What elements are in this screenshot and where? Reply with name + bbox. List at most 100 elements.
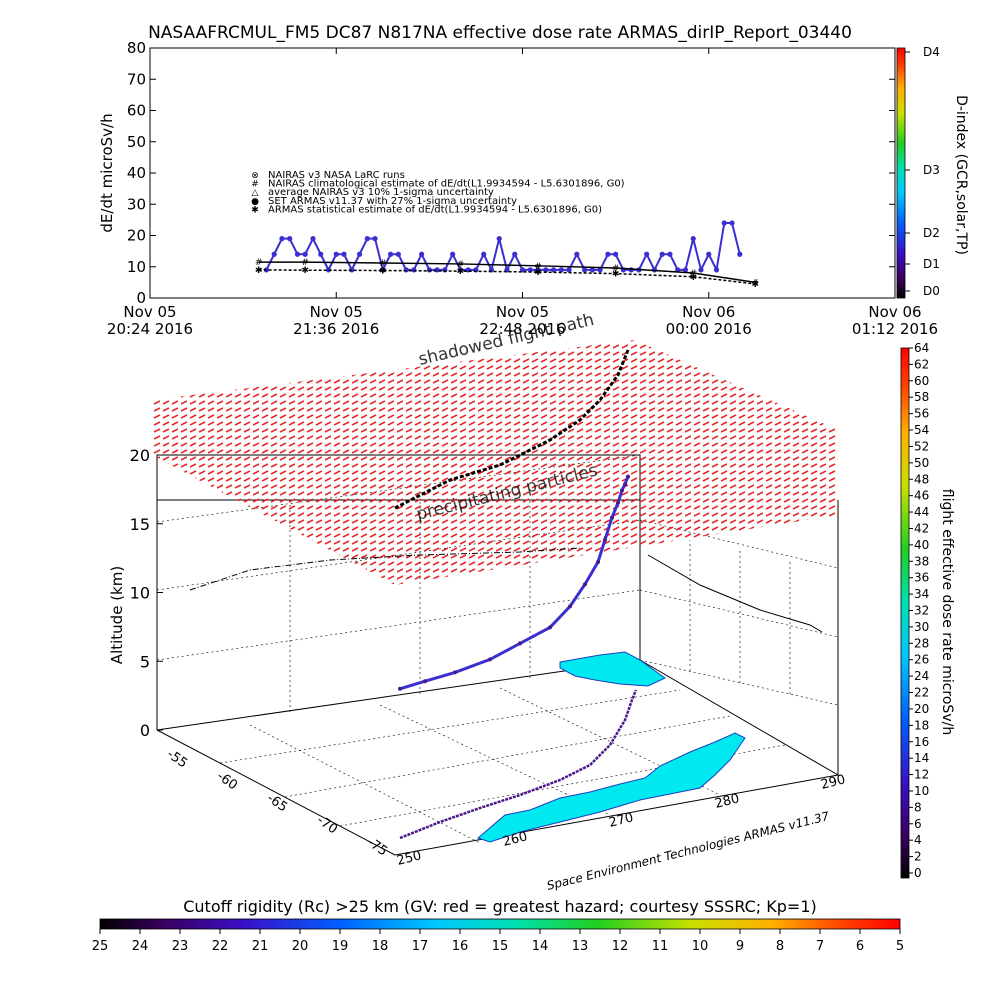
data-point xyxy=(395,251,401,257)
dose-rate-tick-label: 52 xyxy=(914,439,929,453)
data-point xyxy=(721,220,727,226)
dose-rate-tick-label: 22 xyxy=(914,686,929,700)
data-point: ✱ xyxy=(689,273,697,283)
y-tick-label: 60 xyxy=(127,102,146,120)
data-point xyxy=(349,267,355,273)
cutoff-rigidity-tick-label: 22 xyxy=(212,939,229,954)
timeseries-series: # # # # # # ##✱ ✱ ✱ ✱ ✱ ✱ ✱✱ xyxy=(255,220,759,290)
data-point xyxy=(279,236,285,242)
y-tick-label: 10 xyxy=(127,258,146,276)
cutoff-rigidity-tick-label: 8 xyxy=(776,939,784,954)
data-point: # xyxy=(534,262,542,272)
legend-label: NAIRAS v3 NASA LaRC runs xyxy=(268,170,405,181)
3d-grid-line xyxy=(249,724,481,844)
cutoff-rigidity-bar: Cutoff rigidity (Rc) >25 km (GV: red = g… xyxy=(92,897,904,954)
legend-label: NAIRAS climatological estimate of dE/dt(… xyxy=(268,179,625,190)
d-index-ticks: D0 D1 D2 D3 D4 xyxy=(905,45,940,298)
landmass-coast xyxy=(477,732,746,843)
cutoff-rigidity-tick-label: 25 xyxy=(92,939,109,954)
data-point xyxy=(644,251,650,257)
longitude-tick-label: 280 xyxy=(713,791,741,812)
data-point: # xyxy=(379,259,387,269)
d-index-tick-label: D3 xyxy=(923,163,940,177)
dose-rate-tick-label: 36 xyxy=(914,571,929,585)
dose-rate-tick-label: 30 xyxy=(914,620,929,634)
flight-path-point xyxy=(626,474,630,479)
flight-path-point xyxy=(620,488,624,493)
data-point: ✱ xyxy=(534,268,542,278)
d-index-colorbar xyxy=(896,47,906,299)
data-point xyxy=(574,251,580,257)
dose-rate-tick-label: 18 xyxy=(914,718,929,732)
figure-title: NASAAFRCMUL_FM5 DC87 N817NA effective do… xyxy=(148,23,852,43)
y-tick-label: 50 xyxy=(127,133,146,151)
series-line xyxy=(265,222,741,274)
altitude-label: Altitude (km) xyxy=(108,566,126,664)
cutoff-rigidity-tick-label: 14 xyxy=(532,939,549,954)
cutoff-rigidity-tick-label: 19 xyxy=(332,939,349,954)
flight-path-point xyxy=(423,679,427,684)
altitude-tick-label: 0 xyxy=(140,721,150,740)
d-index-label: D-index (GCR,solar,TP) xyxy=(953,95,969,255)
timeseries-ylabel: dE/dt microSv/h xyxy=(98,113,116,232)
dose-rate-tick-label: 14 xyxy=(914,751,929,765)
cutoff-rigidity-tick-label: 9 xyxy=(736,939,744,954)
data-point xyxy=(543,267,549,273)
longitude-tick-label: 250 xyxy=(395,848,423,869)
dose-rate-tick-label: 40 xyxy=(914,538,929,552)
dose-rate-tick-label: 10 xyxy=(914,784,929,798)
data-point: # xyxy=(301,258,309,268)
data-point xyxy=(372,236,378,242)
flight-path xyxy=(398,474,638,840)
flight-path-point xyxy=(610,515,614,520)
y-tick-label: 40 xyxy=(127,164,146,182)
flight-path-point xyxy=(568,604,572,609)
data-point xyxy=(426,267,432,273)
data-point xyxy=(512,251,518,257)
dose-rate-label: flight effective dose rate microSv/h xyxy=(939,489,955,735)
3d-floor-outline xyxy=(156,659,840,856)
x-tick-label: 22:48 2016 xyxy=(479,320,565,338)
data-point xyxy=(411,267,417,273)
cutoff-rigidity-tick-label: 17 xyxy=(412,939,429,954)
flight-path-point xyxy=(488,657,492,662)
data-point xyxy=(628,267,634,273)
y-tick-label: 0 xyxy=(136,289,146,307)
flight-path-point xyxy=(583,582,587,587)
data-point xyxy=(318,251,324,257)
3d-grid-line xyxy=(499,687,721,796)
3d-floor-back-edge xyxy=(156,659,641,731)
data-point xyxy=(419,251,425,257)
data-point: ✱ xyxy=(457,267,465,277)
dose-rate-tick-label: 50 xyxy=(914,456,929,470)
data-point: ✱ xyxy=(612,270,620,280)
latitude-tick-label: -70 xyxy=(314,813,340,837)
data-point xyxy=(271,251,277,257)
cutoff-rigidity-tick-label: 18 xyxy=(372,939,389,954)
cutoff-rigidity-tick-label: 21 xyxy=(252,939,269,954)
dose-rate-tick-label: 8 xyxy=(914,800,922,814)
data-point xyxy=(690,236,696,242)
cutoff-rigidity-tick-label: 5 xyxy=(896,939,904,954)
flight-path-point xyxy=(603,537,607,542)
data-point xyxy=(698,267,704,273)
wall-projection-path xyxy=(189,547,581,591)
flight-3d-panel: shadowed flight path precipitating parti… xyxy=(108,310,955,893)
longitude-tick-label: 270 xyxy=(607,810,635,831)
legend-label: SET ARMAS v11.37 with 27% 1-sigma uncert… xyxy=(268,196,517,207)
shadowed-flight-path xyxy=(394,349,630,510)
x-tick-label: Nov 05 xyxy=(123,303,176,321)
flight-path-ground-track xyxy=(399,689,638,840)
dose-rate-tick-label: 54 xyxy=(914,423,929,437)
data-point: ✱ xyxy=(752,280,760,290)
longitude-tick-label: 260 xyxy=(501,829,529,850)
dose-rate-tick-label: 42 xyxy=(914,521,929,535)
data-point xyxy=(294,251,301,257)
series-line xyxy=(258,269,756,285)
latitude-ticks: -55 -60 -65 -70 -75 xyxy=(164,747,390,859)
data-point xyxy=(333,251,339,257)
data-point xyxy=(597,267,603,273)
dose-rate-tick-label: 20 xyxy=(914,702,929,716)
data-point xyxy=(729,220,735,226)
data-point xyxy=(737,251,743,257)
